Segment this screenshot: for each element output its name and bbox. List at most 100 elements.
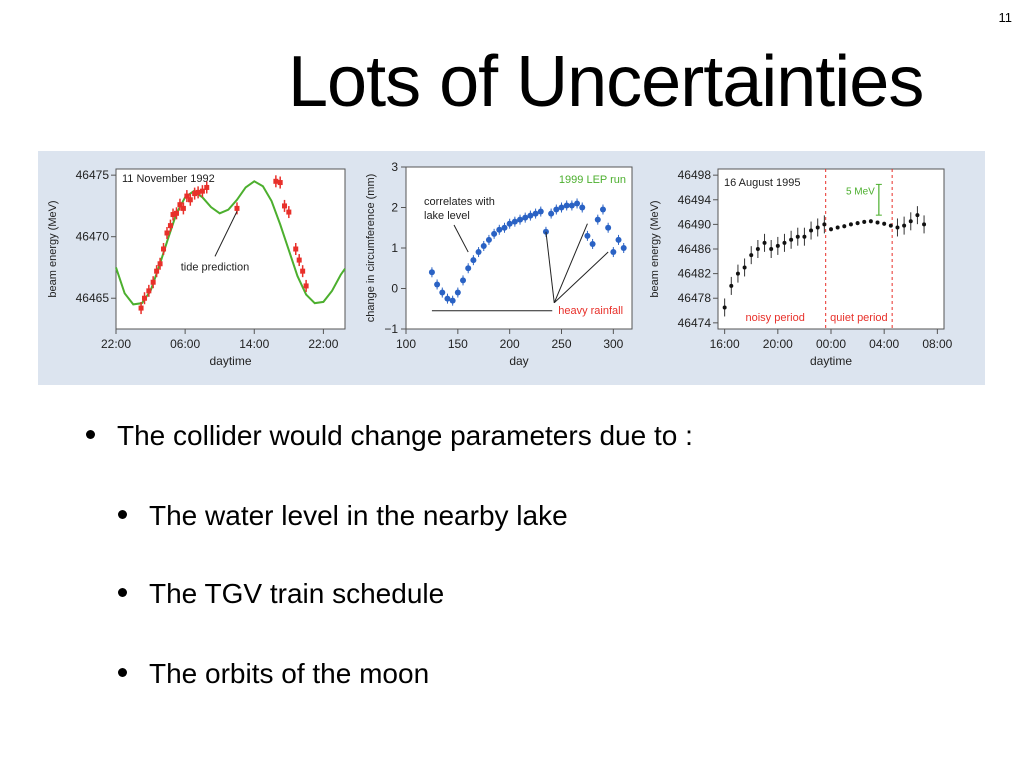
chart1-data-point: [277, 180, 283, 186]
page-number: 11: [998, 10, 1013, 25]
bullet-text: The water level in the nearby lake: [149, 500, 568, 531]
chart2-y-tick-label: 0: [391, 282, 398, 296]
chart3-data-point: [729, 283, 734, 288]
chart3-plot-area: [717, 168, 945, 330]
chart3-data-point: [908, 219, 913, 224]
chart3-data-point: [835, 225, 840, 230]
chart3-x-axis-label: daytime: [810, 354, 852, 368]
chart1-data-point: [138, 305, 144, 311]
bullet-dot-icon: [118, 510, 127, 520]
chart3-data-point: [815, 225, 820, 230]
bullet-item: The water level in the nearby lake: [118, 500, 568, 532]
bullet-text: The TGV train schedule: [149, 578, 445, 609]
bullet-item: The TGV train schedule: [118, 578, 444, 610]
chart3-y-axis-label: beam energy (MeV): [649, 200, 661, 297]
chart1-data-point: [303, 283, 309, 289]
chart3-data-point: [762, 240, 767, 245]
chart3-data-point: [868, 219, 873, 224]
chart3-data-point: [782, 240, 787, 245]
figure-panel: 46475 46470 46465 22:00 06:00 14:00 22:00 dayti…: [38, 151, 985, 385]
chart3-y-tick-label: 46494: [678, 193, 712, 207]
bullet-text: The collider would change parameters due…: [117, 420, 693, 451]
bullet-dot-icon: [118, 668, 127, 678]
chart1-data-point: [199, 188, 205, 194]
chart2-rainfall-arrow-4: [553, 251, 609, 304]
chart3-y-tick-label: 46498: [678, 168, 712, 182]
chart1-y-axis-label: beam energy (MeV): [47, 200, 59, 297]
chart3-x-tick-label: 16:00: [710, 337, 740, 351]
chart3-data-point: [795, 234, 800, 239]
chart2-x-tick-label: 100: [396, 337, 416, 351]
slide-title: Lots of Uncertainties: [288, 42, 924, 122]
chart1-plot-area: [115, 168, 346, 330]
chart1-data-point: [234, 205, 240, 211]
chart3-data-point: [822, 222, 827, 227]
chart1-data-point: [184, 193, 190, 199]
chart1-data-point: [177, 202, 183, 208]
chart1-data-point: [286, 209, 292, 215]
chart3-region-quiet-label: quiet period: [830, 312, 888, 324]
chart3-data-point: [922, 222, 927, 227]
chart3-data-point: [895, 225, 900, 230]
chart3-x-tick-label: 04:00: [869, 337, 899, 351]
chart2-x-tick-label: 250: [551, 337, 571, 351]
chart3-data-point: [902, 223, 907, 228]
chart3-data-point: [802, 234, 807, 239]
chart3-scale-bar-label: 5 MeV: [846, 186, 875, 197]
chart1-data-point: [173, 210, 179, 216]
chart3-data-point: [735, 271, 740, 276]
chart3-y-tick-label: 46490: [678, 217, 712, 231]
chart3-data-point: [775, 243, 780, 248]
chart1-data-point: [154, 268, 160, 274]
chart1-x-axis-label: daytime: [209, 354, 251, 368]
chart1-data-point: [164, 230, 170, 236]
chart1-y-tick-label: 46470: [76, 230, 110, 244]
chart1-annotation-text: tide prediction: [181, 261, 250, 273]
chart1-data-point: [204, 184, 210, 190]
chart1-data-point: [180, 205, 186, 211]
chart3-data-point: [809, 228, 814, 233]
bullet-text: The orbits of the moon: [149, 658, 430, 689]
chart3-date-title: 16 August 1995: [724, 177, 800, 189]
chart3-x-tick-label: 00:00: [816, 337, 846, 351]
chart2-x-tick-label: 150: [448, 337, 468, 351]
chart3-data-point: [848, 222, 853, 227]
chart1-data-point: [282, 203, 288, 209]
chart1-data-point: [142, 295, 148, 301]
chart2-annotation-text-line1: correlates with: [424, 196, 495, 208]
chart2-y-tick-label: 1: [391, 241, 398, 255]
chart3-region-noisy-label: noisy period: [746, 312, 805, 324]
chart3-y-tick-label: 46486: [678, 242, 712, 256]
chart3-x-tick-label: 08:00: [922, 337, 952, 351]
chart1-data-point: [157, 261, 163, 267]
chart2-y-tick-label: −1: [384, 322, 398, 336]
chart1-y-tick-label: 46465: [76, 291, 110, 305]
chart1-data-point: [187, 197, 193, 203]
chart3-data-point: [842, 224, 847, 229]
chart3-data-point: [749, 253, 754, 258]
chart2-x-tick-label: 200: [500, 337, 520, 351]
chart3-y-tick-label: 46478: [678, 291, 712, 305]
chart2-rainfall-label: heavy rainfall: [558, 305, 623, 317]
chart1-x-tick-label: 22:00: [308, 337, 338, 351]
bullet-dot-icon: [86, 430, 95, 440]
bullet-item: The collider would change parameters due…: [86, 420, 693, 452]
chart2-annotation-text-line2: lake level: [424, 210, 470, 222]
chart1-y-tick-label: 46475: [76, 168, 110, 182]
chart2-run-label: 1999 LEP run: [559, 174, 626, 186]
chart1-data-point: [167, 223, 173, 229]
chart2-plot-area: [405, 166, 633, 330]
chart1-data-point: [195, 189, 201, 195]
chart1-x-tick-label: 14:00: [239, 337, 269, 351]
chart1-date-title: 11 November 1992: [122, 173, 215, 185]
chart2-y-tick-label: 3: [391, 160, 398, 174]
chart3-y-tick-label: 46474: [678, 316, 712, 330]
chart3-data-point: [769, 247, 774, 251]
chart3-data-point: [915, 213, 920, 218]
bullet-item: The orbits of the moon: [118, 658, 429, 690]
chart1-x-tick-label: 22:00: [101, 337, 131, 351]
chart1-data-point: [293, 246, 299, 252]
chart3-data-point: [862, 219, 867, 224]
chart2-y-axis-label: change in circumference (mm): [365, 174, 377, 323]
